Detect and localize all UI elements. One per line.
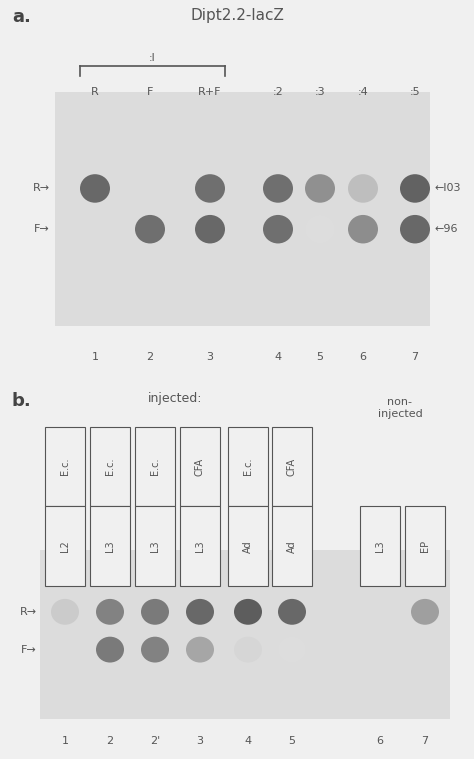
Bar xyxy=(135,427,175,506)
Ellipse shape xyxy=(186,637,214,663)
Bar xyxy=(135,506,175,586)
Text: 5: 5 xyxy=(317,351,323,361)
Text: 4: 4 xyxy=(245,736,252,746)
Text: b.: b. xyxy=(12,392,32,410)
Text: F: F xyxy=(147,87,153,97)
Ellipse shape xyxy=(348,215,378,244)
Bar xyxy=(55,92,430,326)
Text: R→: R→ xyxy=(33,184,50,194)
Ellipse shape xyxy=(348,174,378,203)
Ellipse shape xyxy=(51,599,79,625)
Text: :5: :5 xyxy=(410,87,420,97)
Bar xyxy=(90,427,130,506)
Text: :l: :l xyxy=(149,53,156,63)
Text: 7: 7 xyxy=(421,736,428,746)
Bar xyxy=(45,427,85,506)
Bar xyxy=(45,506,85,586)
Text: L3: L3 xyxy=(195,540,205,552)
Text: :3: :3 xyxy=(315,87,325,97)
Text: a.: a. xyxy=(12,8,31,26)
Text: ←96: ←96 xyxy=(435,224,458,235)
Text: E.c.: E.c. xyxy=(243,458,253,475)
Ellipse shape xyxy=(135,215,165,244)
Bar xyxy=(40,550,450,720)
Text: R+F: R+F xyxy=(198,87,222,97)
Ellipse shape xyxy=(141,599,169,625)
Bar xyxy=(360,506,400,586)
Ellipse shape xyxy=(96,637,124,663)
Text: :4: :4 xyxy=(357,87,368,97)
Ellipse shape xyxy=(278,637,306,663)
Text: 5: 5 xyxy=(289,736,295,746)
Text: E.c.: E.c. xyxy=(105,458,115,475)
Bar xyxy=(228,427,268,506)
Ellipse shape xyxy=(400,215,430,244)
Ellipse shape xyxy=(305,174,335,203)
Text: CFA: CFA xyxy=(195,458,205,476)
Bar xyxy=(180,506,220,586)
Text: 6: 6 xyxy=(359,351,366,361)
Text: 3: 3 xyxy=(207,351,213,361)
Bar xyxy=(272,506,312,586)
Text: F→: F→ xyxy=(34,224,50,235)
Ellipse shape xyxy=(186,599,214,625)
Text: L3: L3 xyxy=(375,540,385,552)
Ellipse shape xyxy=(80,174,110,203)
Ellipse shape xyxy=(141,637,169,663)
Text: L3: L3 xyxy=(150,540,160,552)
Text: 4: 4 xyxy=(274,351,282,361)
Text: :2: :2 xyxy=(273,87,283,97)
Text: EP: EP xyxy=(420,540,430,553)
Text: 3: 3 xyxy=(197,736,203,746)
Ellipse shape xyxy=(411,599,439,625)
Bar xyxy=(272,427,312,506)
Text: Ad: Ad xyxy=(243,540,253,553)
Ellipse shape xyxy=(305,215,335,244)
Text: L2: L2 xyxy=(60,540,70,552)
Text: Dipt2.2-lacZ: Dipt2.2-lacZ xyxy=(190,8,284,23)
Ellipse shape xyxy=(263,215,293,244)
Ellipse shape xyxy=(234,637,262,663)
Text: E.c.: E.c. xyxy=(60,458,70,475)
Text: F→: F→ xyxy=(21,644,37,654)
Ellipse shape xyxy=(263,174,293,203)
Ellipse shape xyxy=(96,599,124,625)
Text: CFA: CFA xyxy=(287,458,297,476)
Text: L3: L3 xyxy=(105,540,115,552)
Ellipse shape xyxy=(195,174,225,203)
Text: 2: 2 xyxy=(107,736,114,746)
Bar xyxy=(90,506,130,586)
Text: 6: 6 xyxy=(376,736,383,746)
Ellipse shape xyxy=(195,215,225,244)
Text: 1: 1 xyxy=(62,736,69,746)
Text: 7: 7 xyxy=(411,351,419,361)
Bar xyxy=(180,427,220,506)
Text: ←l03: ←l03 xyxy=(435,184,462,194)
Ellipse shape xyxy=(278,599,306,625)
Text: injected:: injected: xyxy=(148,392,202,405)
Text: 1: 1 xyxy=(91,351,99,361)
Ellipse shape xyxy=(234,599,262,625)
Bar xyxy=(228,506,268,586)
Text: 2': 2' xyxy=(150,736,160,746)
Text: E.c.: E.c. xyxy=(150,458,160,475)
Text: R→: R→ xyxy=(20,607,37,617)
Text: non-
injected: non- injected xyxy=(378,397,422,420)
Text: Ad: Ad xyxy=(287,540,297,553)
Text: R: R xyxy=(91,87,99,97)
Ellipse shape xyxy=(400,174,430,203)
Text: 2: 2 xyxy=(146,351,154,361)
Bar xyxy=(405,506,445,586)
